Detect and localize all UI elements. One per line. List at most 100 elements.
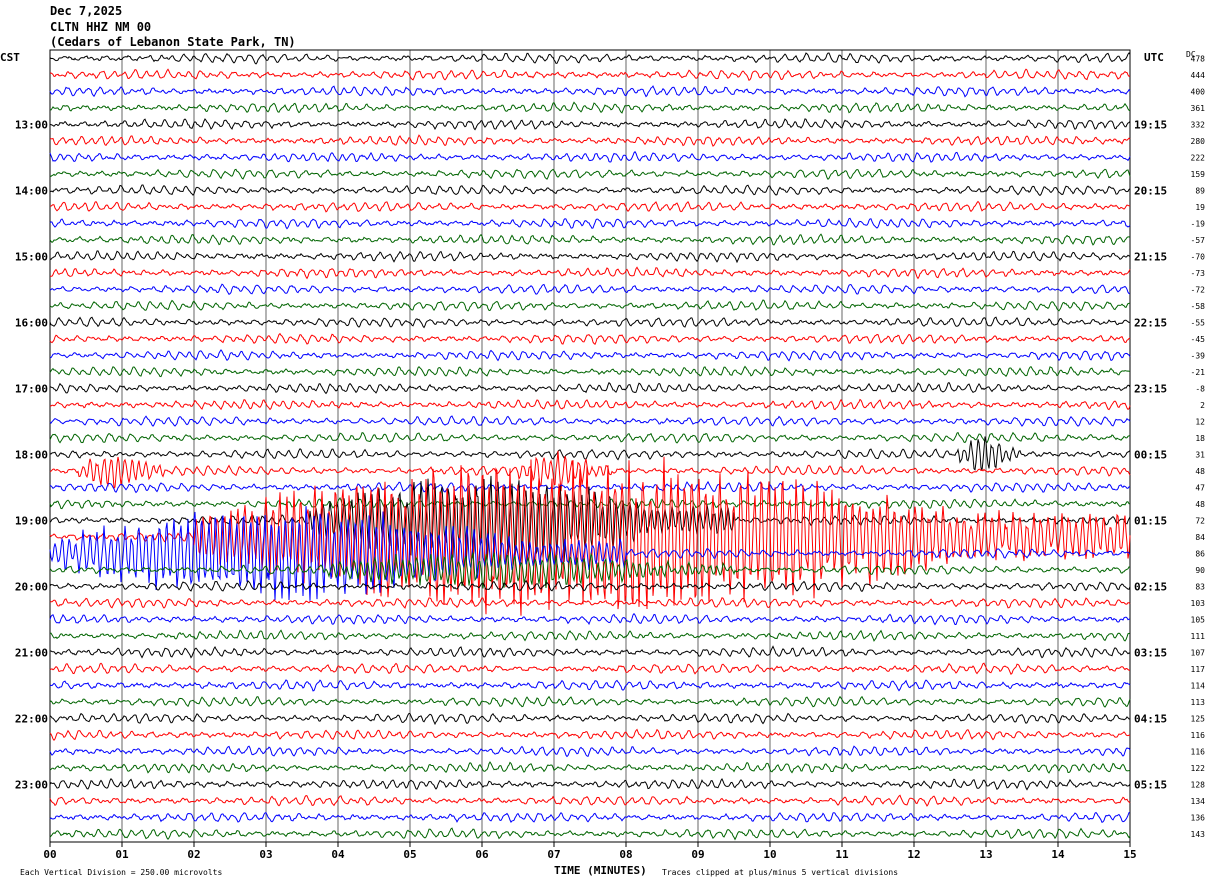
trace-row-15	[49, 299, 1131, 312]
dc-offset-label: 117	[1191, 665, 1206, 674]
trace-row-39	[49, 695, 1131, 708]
trace-row-11	[49, 233, 1131, 246]
trace-row-38	[49, 679, 1131, 692]
x-tick-label: 05	[403, 848, 416, 861]
trace-row-43	[49, 761, 1131, 774]
utc-hour-label: 00:15	[1134, 448, 1167, 461]
trace-row-8	[49, 184, 1131, 197]
trace-row-2	[49, 85, 1131, 98]
trace-row-4	[49, 118, 1131, 131]
trace-row-3	[49, 101, 1131, 114]
x-tick-label: 07	[547, 848, 560, 861]
dc-offset-label: 116	[1191, 731, 1206, 740]
trace-layer	[49, 52, 1131, 841]
dc-offset-label: 125	[1191, 714, 1206, 723]
trace-row-14	[49, 283, 1131, 295]
dc-offset-label: 114	[1191, 681, 1206, 690]
dc-offset-label: 90	[1195, 566, 1205, 575]
trace-row-47	[49, 827, 1131, 841]
utc-hour-label: 01:15	[1134, 514, 1167, 527]
dc-offset-label: 111	[1191, 632, 1206, 641]
dc-offset-label: -58	[1191, 302, 1206, 311]
cst-hour-label: 22:00	[15, 712, 48, 725]
trace-row-17	[49, 332, 1131, 345]
dc-offset-label: 143	[1191, 830, 1206, 839]
dc-offset-label: 19	[1195, 203, 1205, 212]
cst-hour-label: 17:00	[15, 382, 48, 395]
dc-offset-label: 280	[1191, 137, 1206, 146]
x-tick-label: 01	[115, 848, 129, 861]
dc-offset-label: 107	[1191, 648, 1206, 657]
x-tick-label: 10	[763, 848, 776, 861]
dc-offset-label: 105	[1191, 615, 1206, 624]
trace-row-27	[49, 497, 1131, 510]
dc-offset-label: -55	[1191, 318, 1206, 327]
dc-offset-label: 48	[1195, 467, 1205, 476]
trace-row-40	[49, 712, 1131, 726]
dc-offset-label: 113	[1191, 698, 1206, 707]
dc-offset-label: -57	[1191, 236, 1206, 245]
trace-row-42	[49, 745, 1131, 758]
label-layer: CST UTC DC TIME (MINUTES) Each Vertical …	[0, 50, 1205, 877]
utc-hour-label: 21:15	[1134, 250, 1167, 263]
dc-offset-label: 31	[1195, 450, 1205, 459]
dc-offset-label: 332	[1191, 120, 1206, 129]
utc-hour-label: 03:15	[1134, 646, 1167, 659]
dc-offset-label: 400	[1191, 87, 1206, 96]
header-location: (Cedars of Lebanon State Park, TN)	[50, 35, 296, 49]
dc-offset-label: 128	[1191, 780, 1206, 789]
x-tick-label: 03	[259, 848, 272, 861]
trace-row-16	[49, 316, 1131, 329]
x-tick-label: 15	[1123, 848, 1136, 861]
dc-offset-label: 72	[1195, 516, 1205, 525]
plot-frame	[49, 49, 1131, 843]
dc-offset-label: 116	[1191, 747, 1206, 756]
x-tick-label: 00	[43, 848, 56, 861]
dc-label: DC	[1186, 50, 1196, 59]
trace-row-41	[49, 728, 1131, 742]
x-tick-label: 11	[835, 848, 849, 861]
utc-hour-label: 23:15	[1134, 382, 1167, 395]
trace-row-36	[50, 645, 1131, 659]
dc-offset-label: 12	[1195, 417, 1205, 426]
trace-row-46	[49, 811, 1131, 824]
dc-offset-label: 48	[1195, 500, 1205, 509]
trace-row-29	[49, 456, 1131, 616]
cst-hour-label: 18:00	[15, 448, 48, 461]
dc-offset-label: 122	[1191, 764, 1206, 773]
dc-offset-label: 18	[1195, 434, 1205, 443]
cst-hour-label: 13:00	[15, 118, 48, 131]
trace-row-13	[49, 266, 1131, 280]
dc-offset-label: 222	[1191, 153, 1206, 162]
trace-row-37	[49, 662, 1131, 676]
trace-row-10	[49, 217, 1131, 230]
clip-note: Traces clipped at plus/minus 5 vertical …	[662, 868, 898, 877]
dc-offset-label: 84	[1195, 533, 1205, 542]
trace-row-18	[49, 349, 1131, 362]
x-tick-label: 08	[619, 848, 632, 861]
header-date: Dec 7,2025	[50, 4, 123, 18]
cst-hour-label: 21:00	[15, 646, 48, 659]
dc-offset-label: -39	[1191, 351, 1206, 360]
dc-offset-label: -45	[1191, 335, 1206, 344]
trace-row-9	[49, 200, 1131, 213]
trace-row-34	[49, 612, 1131, 626]
scale-note: Each Vertical Division = 250.00 microvol…	[20, 868, 222, 877]
trace-row-44	[49, 777, 1131, 791]
trace-row-31	[49, 551, 1131, 589]
dc-offset-label: 103	[1191, 599, 1206, 608]
cst-hour-label: 16:00	[15, 316, 48, 329]
x-tick-label: 02	[187, 848, 200, 861]
trace-row-33	[49, 597, 1131, 609]
trace-row-22	[49, 415, 1131, 427]
dc-offset-label: 444	[1191, 71, 1206, 80]
dc-offset-label: 89	[1195, 186, 1205, 195]
trace-row-45	[49, 794, 1131, 807]
x-tick-label: 12	[907, 848, 920, 861]
dc-offset-label: 134	[1191, 797, 1206, 806]
dc-offset-label: 361	[1191, 104, 1206, 113]
utc-hour-label: 20:15	[1134, 184, 1167, 197]
cst-axis-label: CST	[0, 51, 20, 64]
trace-row-21	[49, 398, 1131, 411]
